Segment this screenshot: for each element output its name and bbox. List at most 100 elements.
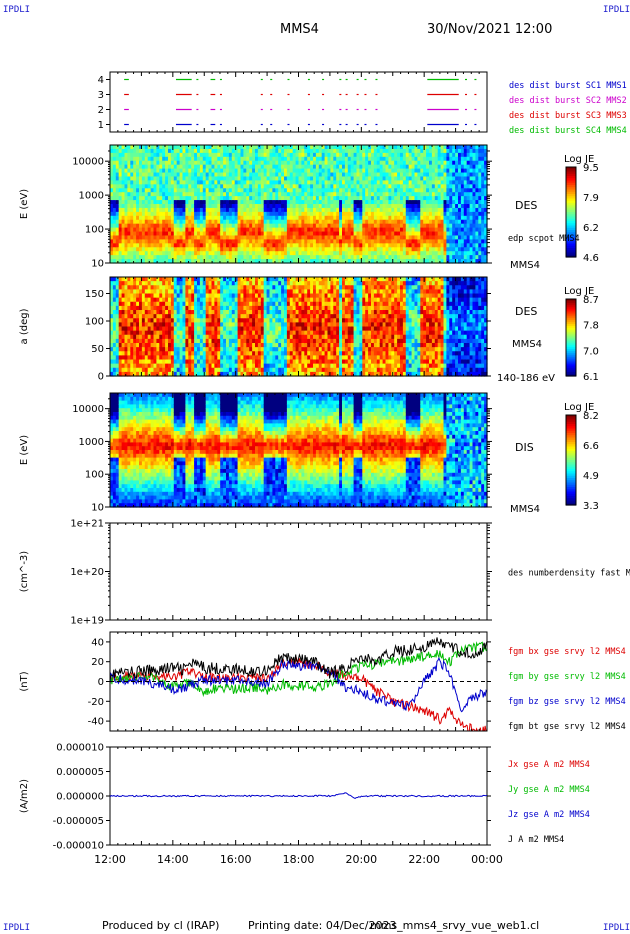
heatmap-cell	[373, 255, 378, 260]
heatmap-cell	[365, 227, 369, 233]
heatmap-cell	[223, 204, 227, 209]
heatmap-cell	[376, 235, 381, 240]
heatmap-cell	[115, 314, 120, 319]
heatmap-cell	[234, 247, 239, 252]
heatmap-cell	[115, 192, 120, 197]
heatmap-cell	[176, 192, 181, 197]
heatmap-cell	[211, 176, 215, 181]
heatmap-cell	[342, 164, 346, 170]
heatmap-cell	[315, 223, 320, 229]
heatmap-cell	[121, 367, 126, 373]
heatmap-cell	[165, 188, 169, 193]
heatmap-cell	[191, 343, 195, 348]
heatmap-cell	[112, 359, 117, 365]
heatmap-cell	[463, 207, 468, 213]
heatmap-cell	[156, 231, 160, 237]
heatmap-cell	[141, 215, 146, 221]
heatmap-cell	[165, 351, 169, 356]
heatmap-cell	[443, 247, 447, 252]
heatmap-cell	[391, 211, 395, 217]
heatmap-cell	[304, 168, 308, 174]
heatmap-cell	[269, 235, 273, 240]
heatmap-cell	[118, 338, 123, 344]
heatmap-cell	[179, 219, 184, 225]
heatmap-cell	[446, 160, 450, 166]
panel-1-colorbar-cell	[566, 243, 576, 247]
heatmap-cell	[115, 338, 120, 344]
heatmap-cell	[173, 145, 178, 150]
heatmap-cell	[292, 235, 297, 240]
heatmap-cell	[379, 227, 384, 233]
heatmap-cell	[292, 176, 297, 181]
heatmap-cell	[466, 164, 471, 170]
heatmap-cell	[376, 152, 381, 158]
heatmap-cell	[298, 152, 302, 158]
heatmap-cell	[304, 207, 308, 213]
heatmap-cell	[121, 184, 126, 189]
heatmap-cell	[373, 192, 378, 197]
heatmap-cell	[185, 196, 189, 201]
heatmap-cell	[327, 204, 331, 209]
heatmap-cell	[130, 180, 134, 185]
heatmap-cell	[342, 152, 346, 158]
heatmap-cell	[234, 172, 239, 178]
heatmap-cell	[321, 164, 326, 170]
heatmap-cell	[405, 211, 410, 217]
heatmap-cell	[179, 176, 184, 181]
heatmap-cell	[150, 164, 155, 170]
heatmap-cell	[182, 318, 186, 323]
heatmap-cell	[173, 343, 178, 348]
heatmap-cell	[144, 301, 149, 307]
heatmap-cell	[205, 235, 210, 240]
heatmap-cell	[182, 145, 186, 150]
heatmap-cell	[226, 223, 230, 229]
heatmap-cell	[365, 188, 369, 193]
heatmap-cell	[318, 231, 323, 237]
heatmap-cell	[208, 215, 213, 221]
heatmap-cell	[197, 188, 201, 193]
heatmap-cell	[414, 215, 418, 221]
heatmap-cell	[185, 223, 189, 229]
heatmap-cell	[339, 219, 343, 225]
heatmap-cell	[373, 145, 378, 150]
heatmap-cell	[226, 239, 230, 244]
heatmap-cell	[368, 251, 372, 256]
heatmap-cell	[478, 211, 482, 217]
heatmap-cell	[371, 259, 375, 264]
heatmap-cell	[426, 196, 430, 201]
heatmap-cell	[141, 318, 146, 323]
heatmap-cell	[284, 145, 288, 150]
heatmap-cell	[321, 168, 326, 174]
panel-1-side-label: DES	[515, 199, 537, 212]
heatmap-cell	[156, 207, 160, 213]
heatmap-cell	[214, 164, 218, 170]
heatmap-cell	[150, 314, 155, 319]
heatmap-cell	[260, 180, 265, 185]
heatmap-cell	[388, 188, 392, 193]
heatmap-cell	[437, 160, 442, 166]
heatmap-cell	[310, 176, 314, 181]
heatmap-cell	[141, 148, 146, 154]
heatmap-cell	[382, 188, 387, 193]
heatmap-cell	[426, 176, 430, 181]
heatmap-cell	[249, 188, 253, 193]
heatmap-cell	[188, 176, 192, 181]
heatmap-cell	[110, 176, 114, 181]
heatmap-cell	[472, 251, 476, 256]
heatmap-cell	[237, 176, 242, 181]
heatmap-cell	[127, 184, 131, 189]
heatmap-cell	[472, 172, 476, 178]
heatmap-cell	[144, 219, 149, 225]
heatmap-cell	[237, 207, 242, 213]
heatmap-cell	[376, 215, 381, 221]
heatmap-cell	[121, 289, 126, 295]
heatmap-cell	[426, 235, 430, 240]
heatmap-cell	[443, 168, 447, 174]
heatmap-cell	[307, 160, 311, 166]
heatmap-cell	[150, 168, 155, 174]
heatmap-cell	[118, 172, 123, 178]
heatmap-cell	[446, 251, 450, 256]
heatmap-cell	[150, 160, 155, 166]
heatmap-cell	[475, 192, 479, 197]
heatmap-cell	[362, 247, 366, 252]
